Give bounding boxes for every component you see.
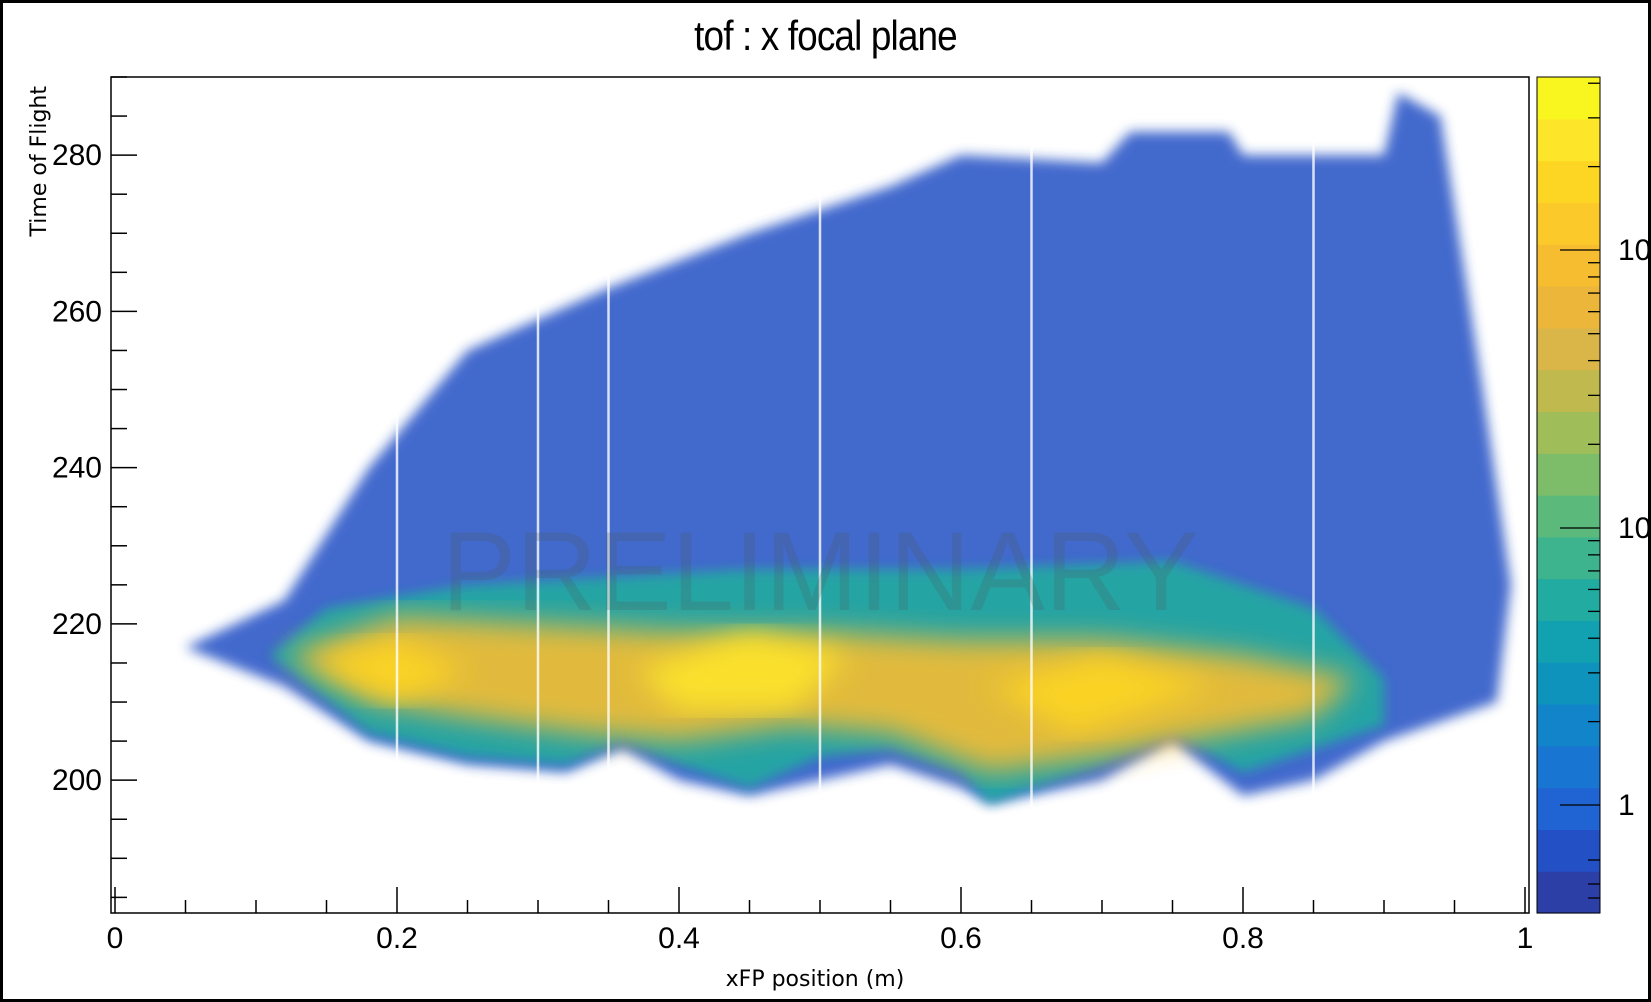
- x-tick-label-5: 1: [1517, 922, 1534, 955]
- colorbar-cell-18: [1537, 118, 1600, 162]
- density-region-3: [636, 631, 849, 710]
- x-tick-label-2: 0.4: [658, 922, 700, 955]
- colorbar-cell-15: [1537, 244, 1600, 287]
- colorbar-label-2: 10²: [1618, 234, 1651, 267]
- colorbar-label-0: 1: [1618, 789, 1635, 822]
- x-tick-label-3: 0.6: [940, 922, 982, 955]
- colorbar-cell-3: [1537, 745, 1600, 789]
- colorbar-cell-14: [1537, 286, 1600, 329]
- x-axis: 0 0.2 0.4 0.6 0.8 1: [107, 887, 1534, 955]
- colorbar-cell-1: [1537, 829, 1600, 872]
- colorbar-cell-8: [1537, 536, 1600, 580]
- colorbar-cell-6: [1537, 620, 1600, 663]
- colorbar-cell-16: [1537, 202, 1600, 245]
- y-tick-label-280: 280: [52, 139, 102, 172]
- colorbar-cell-11: [1537, 411, 1600, 454]
- y-tick-label-240: 240: [52, 452, 102, 485]
- colorbar-cell-2: [1537, 787, 1600, 830]
- colorbar-cell-12: [1537, 369, 1600, 412]
- colorbar-cell-9: [1537, 495, 1600, 538]
- y-tick-label-260: 260: [52, 295, 102, 328]
- colorbar-cell-5: [1537, 662, 1600, 705]
- colorbar-cell-17: [1537, 160, 1600, 203]
- x-tick-label-1: 0.2: [376, 922, 418, 955]
- x-tick-label-0: 0: [107, 922, 124, 955]
- colorbar-label-1: 10: [1618, 512, 1651, 545]
- x-tick-label-4: 0.8: [1222, 922, 1264, 955]
- colorbar-cell-7: [1537, 578, 1600, 621]
- colorbar-cell-0: [1537, 871, 1600, 914]
- watermark-text: PRELIMINARY: [441, 509, 1198, 634]
- colorbar-cell-10: [1537, 453, 1600, 496]
- chart-title: tof : x focal plane: [694, 12, 958, 59]
- y-axis: 200 220 240 260 280: [52, 76, 137, 899]
- heatmap-gaps: [395, 100, 1315, 812]
- colorbar-border: [1536, 76, 1601, 914]
- y-axis-title: Time of Flight: [27, 86, 52, 238]
- density-region-4: [312, 639, 468, 702]
- y-tick-label-200: 200: [52, 764, 102, 797]
- colorbar-cell-13: [1537, 327, 1600, 371]
- density-region-5: [989, 655, 1215, 734]
- colorbar-cell-19: [1537, 77, 1600, 120]
- y-tick-label-220: 220: [52, 608, 102, 641]
- colorbar: 1 10 10²: [1536, 76, 1651, 914]
- colorbar-cell-4: [1537, 704, 1600, 747]
- x-axis-title: xFP position (m): [726, 967, 905, 992]
